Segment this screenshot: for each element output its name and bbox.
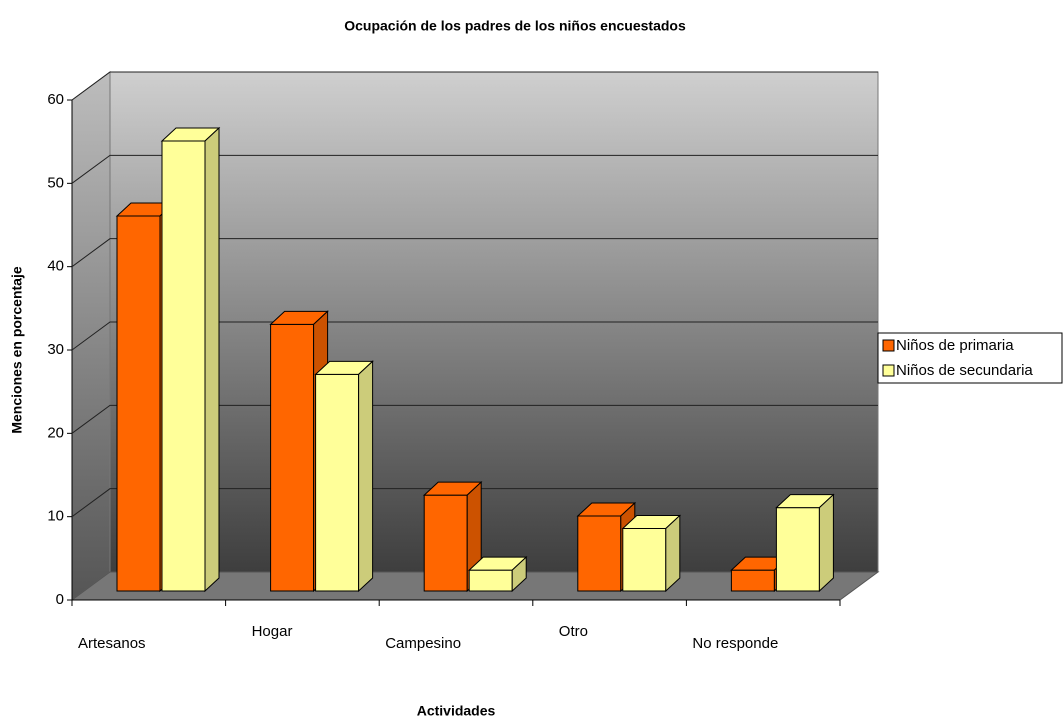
x-tick-label: Otro xyxy=(559,623,588,640)
y-tick-label: 30 xyxy=(47,341,64,358)
grid-line xyxy=(71,321,878,351)
bar-front xyxy=(468,569,513,592)
legend-label: Niños de primaria xyxy=(896,337,1014,354)
bar xyxy=(775,493,835,593)
bar-side xyxy=(665,514,681,593)
y-tick-label: 40 xyxy=(47,258,64,275)
bar-side xyxy=(818,493,834,593)
grid-line xyxy=(71,154,878,184)
bar-front xyxy=(116,215,161,592)
y-tick-label: 10 xyxy=(47,508,64,525)
x-tick-label: Campesino xyxy=(385,635,461,652)
x-axis-label: Actividades xyxy=(417,703,496,718)
x-tick-label: No responde xyxy=(692,635,778,652)
bar-front xyxy=(161,140,206,592)
legend-swatch xyxy=(882,364,895,377)
bar xyxy=(467,556,528,593)
bar-side xyxy=(358,360,374,593)
y-tick-label: 20 xyxy=(47,424,64,441)
bar xyxy=(160,126,221,593)
bar-front xyxy=(775,507,820,592)
grid-line xyxy=(71,488,878,518)
bar-side xyxy=(511,556,527,593)
bar xyxy=(314,360,374,593)
y-tick-label: 50 xyxy=(47,174,64,191)
legend-label: Niños de secundaria xyxy=(896,362,1033,379)
bar-front xyxy=(622,528,667,592)
bar-front xyxy=(730,569,775,592)
legend xyxy=(877,332,1063,384)
bar-front xyxy=(577,515,622,592)
bar-front xyxy=(270,323,315,592)
chart-title: Ocupación de los padres de los niños enc… xyxy=(344,18,686,34)
bar-front xyxy=(315,373,360,592)
grid-line xyxy=(71,238,878,268)
x-tick-label: Hogar xyxy=(252,623,293,640)
x-tick-label: Artesanos xyxy=(78,635,146,652)
bar-front xyxy=(423,494,468,592)
bar-side xyxy=(204,126,220,593)
y-tick-label: 0 xyxy=(56,591,64,608)
y-axis-label: Menciones en porcentaje xyxy=(9,266,25,433)
grid-line xyxy=(71,71,878,101)
bar xyxy=(621,514,682,593)
y-tick-label: 60 xyxy=(47,91,64,108)
grid-line xyxy=(71,404,878,434)
legend-swatch xyxy=(882,339,895,352)
